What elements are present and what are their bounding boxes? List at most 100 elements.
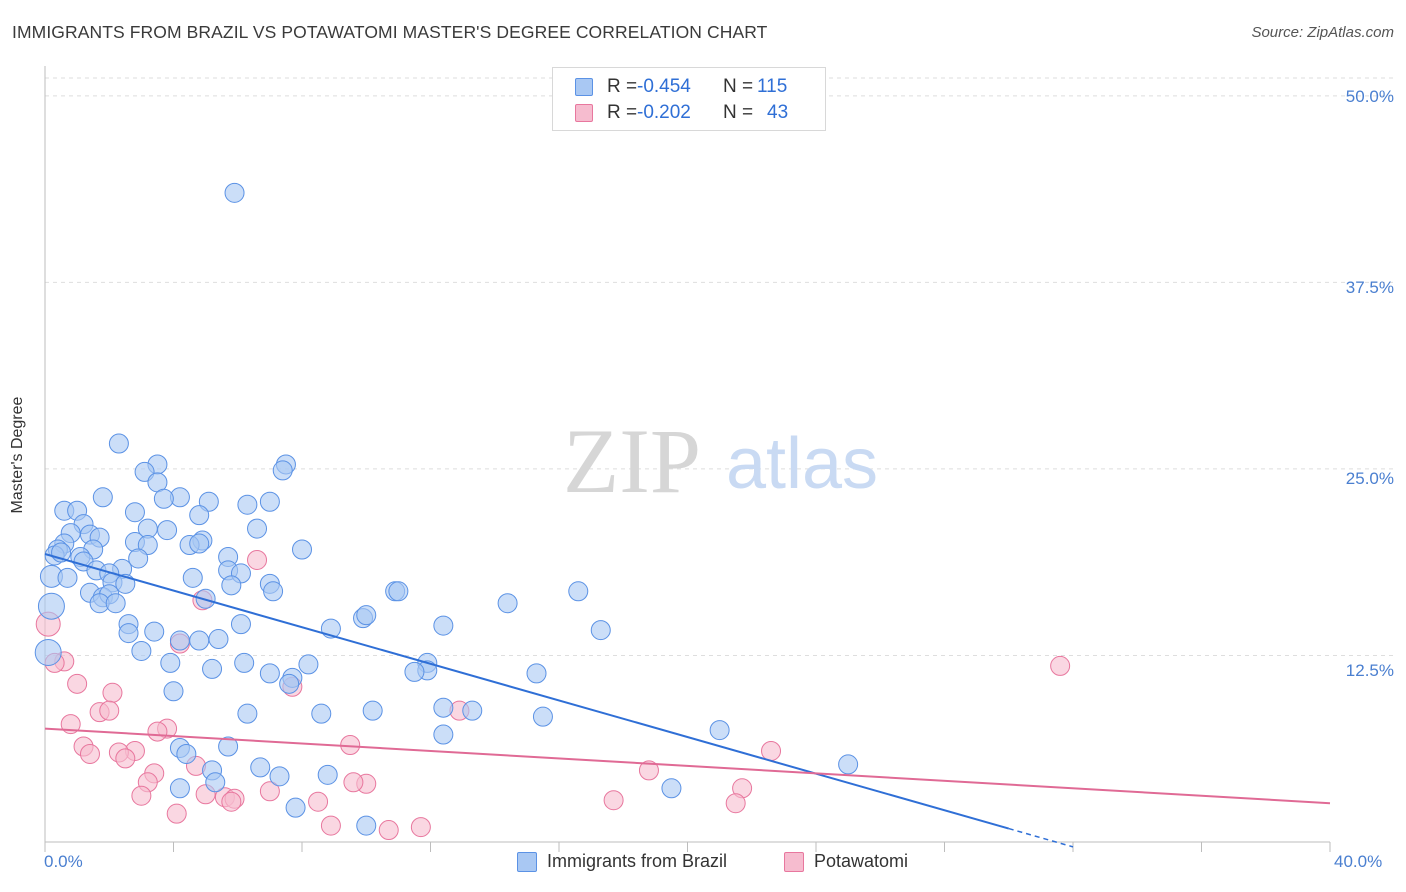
brazil-point (237, 703, 258, 724)
brazil-point (163, 681, 184, 702)
potawatomi-points (35, 549, 1071, 841)
brazil-trend-line (44, 553, 1010, 830)
brazil-point (433, 615, 454, 636)
brazil-point (356, 815, 377, 836)
brazil-point (144, 621, 165, 642)
potawatomi-trend-line (44, 727, 1331, 805)
brazil-point (292, 539, 312, 560)
potawatomi-point (67, 673, 88, 694)
brazil-point (57, 567, 78, 588)
y-tick-label-12-5: 12.5% (1345, 661, 1394, 680)
potawatomi-point (725, 793, 746, 814)
potawatomi-point (761, 740, 782, 761)
brazil-point (176, 743, 197, 764)
brazil-point (169, 778, 190, 799)
brazil-swatch (575, 78, 593, 96)
potawatomi-point (131, 785, 152, 806)
brazil-point (433, 724, 454, 745)
potawatomi-point (1050, 655, 1071, 676)
legend-row-brazil: R = -0.454 N = 115 (575, 75, 787, 99)
potawatomi-point (79, 743, 100, 764)
brazil-point (153, 488, 174, 509)
brazil-point (317, 764, 338, 785)
brazil-point (234, 652, 255, 673)
potawatomi-point (166, 803, 187, 824)
legend-row-potawatomi: R = -0.202 N = 43 (575, 101, 788, 125)
brazil-point (404, 661, 425, 682)
brazil-point (108, 433, 129, 454)
brazil-point (279, 673, 300, 694)
potawatomi-legend-swatch (784, 851, 804, 872)
brazil-point (272, 460, 293, 481)
potawatomi-point (102, 682, 123, 703)
brazil-point (218, 736, 239, 757)
brazil-point (208, 629, 229, 650)
brazil-point (250, 757, 271, 778)
brazil-point (462, 700, 483, 721)
brazil-point (224, 182, 245, 203)
bottom-legend-potawatomi: Potawatomi (784, 851, 908, 872)
brazil-point (131, 640, 152, 661)
brazil-point (298, 654, 319, 675)
potawatomi-point (247, 549, 268, 570)
brazil-point (259, 491, 280, 512)
potawatomi-point (259, 781, 280, 802)
correlation-legend: R = -0.454 N = 115 R = -0.202 N = 43 (552, 67, 826, 131)
brazil-point (202, 658, 223, 679)
potawatomi-point (343, 772, 364, 793)
brazil-point (661, 778, 682, 799)
r-label: R = (607, 76, 638, 97)
brazil-point (37, 592, 65, 620)
brazil-point (433, 697, 454, 718)
brazil-point (189, 505, 210, 526)
brazil-point (205, 772, 226, 793)
watermark-atlas: atlas (726, 424, 878, 504)
chart-source: Source: ZipAtlas.com (1251, 24, 1394, 41)
x-tick-label-max: 40.0% (1334, 852, 1383, 871)
brazil-point (124, 502, 145, 523)
brazil-point (92, 487, 113, 508)
brazil-legend-label: Immigrants from Brazil (547, 851, 728, 871)
brazil-point (157, 520, 178, 541)
brazil-point (259, 663, 280, 684)
brazil-point (230, 614, 251, 635)
brazil-point (526, 663, 547, 684)
brazil-point (497, 593, 518, 614)
potawatomi-point (115, 748, 136, 769)
brazil-point (189, 630, 210, 651)
brazil-point (263, 581, 284, 602)
potawatomi-point (99, 700, 120, 721)
n-label: N = (723, 76, 754, 97)
x-tick-label-min: 0.0% (44, 852, 83, 871)
brazil-point (221, 575, 242, 596)
brazil-trend-extension (1008, 827, 1074, 848)
brazil-point (160, 652, 181, 673)
brazil-point (568, 581, 589, 602)
potawatomi-point (308, 791, 329, 812)
potawatomi-point (320, 815, 341, 836)
brazil-point (34, 638, 62, 666)
brazil-points (34, 182, 859, 836)
r-value: -0.454 (637, 76, 691, 97)
potawatomi-point (410, 817, 431, 838)
bottom-legend-brazil: Immigrants from Brazil (517, 851, 727, 872)
brazil-point (182, 567, 203, 588)
brazil-point (285, 797, 306, 818)
brazil-point (362, 700, 383, 721)
brazil-point (189, 533, 210, 554)
potawatomi-swatch (575, 104, 593, 122)
r-label: R = (607, 102, 638, 123)
y-tick-label-25: 25.0% (1345, 469, 1394, 488)
n-label: N = (723, 102, 754, 123)
r-value: -0.202 (637, 102, 691, 123)
y-tick-label-37-5: 37.5% (1345, 278, 1394, 297)
brazil-point (311, 703, 332, 724)
axes (44, 66, 1331, 852)
brazil-point (532, 706, 553, 727)
y-tick-label-50: 50.0% (1345, 87, 1394, 106)
watermark-zip: ZIP (563, 410, 701, 512)
potawatomi-point (603, 790, 624, 811)
brazil-point (590, 620, 611, 641)
y-axis-label: Master's Degree (9, 396, 26, 514)
